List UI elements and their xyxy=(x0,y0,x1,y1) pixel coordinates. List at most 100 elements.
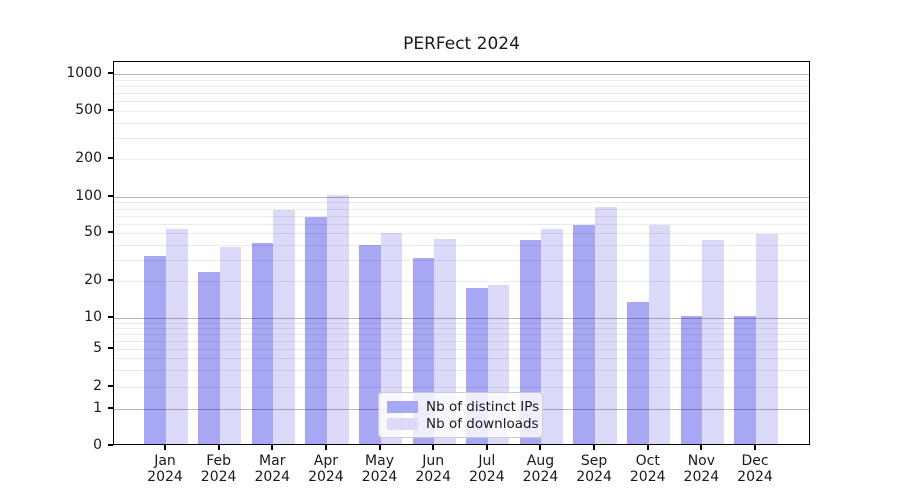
x-tick-month: Sep xyxy=(580,453,608,469)
gridline-minor xyxy=(114,244,809,246)
legend-item-downloads: Nb of downloads xyxy=(387,415,539,432)
gridline-minor xyxy=(114,349,809,350)
x-tick-label-jan: Jan 2024 xyxy=(135,453,195,485)
legend-swatch-distinct-ips xyxy=(387,400,418,413)
bar-feb-downloads xyxy=(219,246,242,444)
gridline-minor xyxy=(114,259,809,261)
y-tick-label: 1000 xyxy=(66,65,102,81)
x-tick-month: Oct xyxy=(635,453,660,469)
y-tick-mark xyxy=(108,407,113,409)
gridline-minor xyxy=(114,322,809,324)
gridline-minor xyxy=(114,202,809,204)
y-tick-label: 10 xyxy=(84,309,102,325)
gridline-minor xyxy=(114,85,809,87)
bar-jan-distinct-ips xyxy=(144,256,166,444)
x-tick-year: 2024 xyxy=(361,469,398,485)
x-tick-mark xyxy=(593,445,596,450)
y-tick-mark xyxy=(108,231,113,233)
x-tick-mark xyxy=(754,445,756,450)
gridline-minor xyxy=(114,215,809,217)
x-tick-mark xyxy=(646,445,649,450)
gridline-minor xyxy=(114,333,809,335)
x-tick-year: 2024 xyxy=(683,469,720,485)
gridline-minor xyxy=(114,208,809,210)
plot-area xyxy=(113,61,810,445)
y-tick-label: 100 xyxy=(75,188,102,204)
y-tick-label: 200 xyxy=(75,150,102,166)
y-tick-mark xyxy=(108,385,113,387)
bar-sep-distinct-ips xyxy=(573,225,596,444)
x-tick-month: Dec xyxy=(741,453,769,469)
bar-apr-distinct-ips xyxy=(305,216,327,444)
bar-oct-distinct-ips xyxy=(627,302,649,444)
gridline-minor xyxy=(114,340,809,342)
y-tick-label: 500 xyxy=(75,102,102,118)
x-tick-month: Apr xyxy=(313,453,339,469)
gridline-minor xyxy=(114,137,809,139)
x-tick-mark xyxy=(378,445,381,450)
y-tick-mark xyxy=(108,195,113,197)
bar-nov-distinct-ips xyxy=(680,316,703,444)
bar-nov-downloads xyxy=(702,240,724,444)
gridline-minor xyxy=(114,79,809,81)
y-tick-label: 50 xyxy=(84,224,102,240)
x-tick-mark xyxy=(324,445,327,450)
x-tick-month: Feb xyxy=(206,453,232,469)
x-tick-year: 2024 xyxy=(254,469,291,485)
x-tick-label-mar: Mar 2024 xyxy=(242,453,302,485)
x-tick-month: Jan xyxy=(154,453,176,469)
y-tick-mark xyxy=(108,444,113,446)
x-tick-mark xyxy=(164,445,166,450)
x-tick-label-may: May 2024 xyxy=(350,453,410,485)
y-tick-label: 2 xyxy=(93,378,102,394)
gridline-major xyxy=(114,318,809,319)
x-tick-label-apr: Apr 2024 xyxy=(296,453,356,485)
y-tick-label: 1 xyxy=(93,400,102,416)
x-tick-month: May xyxy=(365,453,394,469)
x-tick-label-nov: Nov 2024 xyxy=(671,453,731,485)
gridline-minor xyxy=(114,159,809,160)
gridline-minor xyxy=(114,233,809,234)
x-tick-mark xyxy=(217,445,220,450)
bar-aug-downloads xyxy=(541,228,564,444)
x-tick-mark xyxy=(700,445,703,450)
legend-label-downloads: Nb of downloads xyxy=(426,415,539,432)
gridline-major xyxy=(114,197,809,198)
gridline-minor xyxy=(114,223,809,225)
x-tick-year: 2024 xyxy=(147,469,183,485)
y-tick-mark xyxy=(108,347,113,349)
gridline-minor xyxy=(114,387,809,388)
gridline-major xyxy=(114,74,809,75)
x-tick-year: 2024 xyxy=(415,469,451,485)
x-tick-month: Jun xyxy=(422,453,445,469)
x-tick-label-sep: Sep 2024 xyxy=(564,453,624,485)
x-tick-year: 2024 xyxy=(308,469,344,485)
y-tick-mark xyxy=(108,109,113,111)
chart-title: PERFect 2024 xyxy=(403,34,520,54)
x-tick-month: Mar xyxy=(259,453,286,469)
y-tick-mark xyxy=(108,72,113,74)
y-tick-label: 0 xyxy=(93,437,102,453)
bar-feb-distinct-ips xyxy=(198,271,220,444)
bar-mar-distinct-ips xyxy=(251,242,274,444)
x-tick-month: Nov xyxy=(687,453,716,469)
y-tick-label: 5 xyxy=(93,340,102,356)
x-tick-label-jul: Jul 2024 xyxy=(457,453,517,485)
x-tick-year: 2024 xyxy=(629,469,666,485)
legend: Nb of distinct IPs Nb of downloads xyxy=(378,392,543,438)
bar-sep-downloads xyxy=(595,206,617,444)
x-tick-year: 2024 xyxy=(576,469,612,485)
gridline-minor xyxy=(114,370,809,372)
x-tick-month: Jul xyxy=(478,453,496,469)
bar-may-distinct-ips xyxy=(358,245,381,444)
gridline-minor xyxy=(114,358,809,360)
bar-may-downloads xyxy=(380,233,403,444)
x-tick-label-jun: Jun 2024 xyxy=(403,453,463,485)
legend-item-distinct-ips: Nb of distinct IPs xyxy=(387,398,539,415)
y-tick-label: 20 xyxy=(84,272,102,288)
bar-dec-downloads xyxy=(756,234,778,444)
bar-dec-distinct-ips xyxy=(734,316,756,444)
bar-apr-downloads xyxy=(326,195,349,444)
x-tick-mark xyxy=(271,445,274,450)
